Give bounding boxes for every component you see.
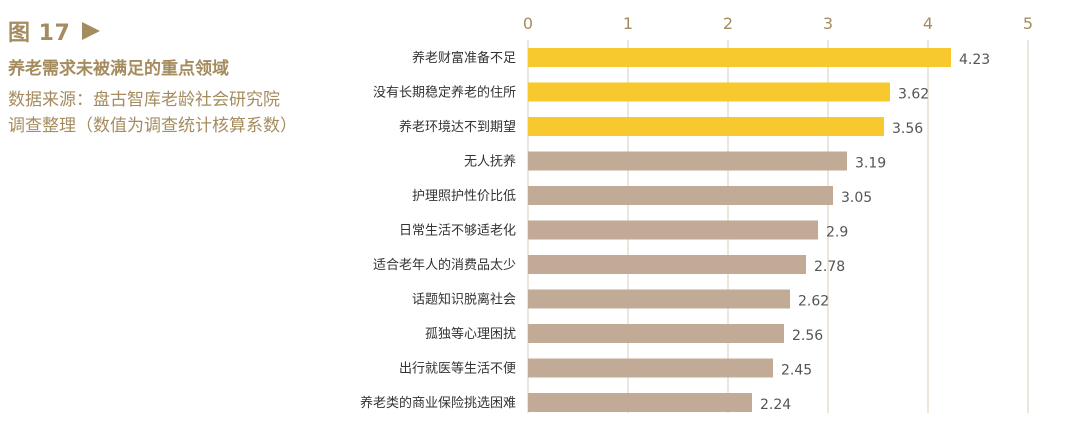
category-label: 养老环境达不到期望 bbox=[399, 119, 516, 135]
bar bbox=[528, 393, 752, 412]
value-label: 2.45 bbox=[781, 363, 812, 379]
data-source-line-1: 数据来源：盘古智库老龄社会研究院 bbox=[8, 90, 280, 110]
value-label: 3.05 bbox=[841, 190, 872, 206]
bar bbox=[528, 324, 784, 343]
x-tick-label: 5 bbox=[1023, 14, 1033, 33]
value-label: 2.62 bbox=[798, 294, 829, 310]
value-label: 2.24 bbox=[760, 397, 791, 413]
value-label: 2.9 bbox=[826, 225, 848, 241]
value-label: 3.56 bbox=[892, 121, 923, 137]
value-label: 4.23 bbox=[959, 52, 990, 68]
bar bbox=[528, 151, 847, 171]
category-label: 适合老年人的消费品太少 bbox=[373, 257, 516, 273]
category-label: 养老财富准备不足 bbox=[412, 50, 516, 66]
value-label: 2.56 bbox=[792, 328, 823, 344]
x-tick-label: 4 bbox=[923, 14, 933, 33]
figure-caption: 图 17 养老需求未被满足的重点领域 数据来源：盘古智库老龄社会研究院 调查整理… bbox=[8, 14, 338, 139]
figure-label-row: 图 17 bbox=[8, 14, 338, 48]
bar bbox=[528, 48, 951, 67]
x-tick-label: 1 bbox=[623, 14, 633, 33]
bar bbox=[528, 289, 790, 309]
bar bbox=[528, 255, 806, 274]
category-label: 日常生活不够适老化 bbox=[399, 224, 516, 239]
category-label: 护理照护性价比低 bbox=[412, 189, 516, 204]
value-label: 2.78 bbox=[814, 259, 845, 275]
category-label: 养老类的商业保险挑选困难 bbox=[360, 395, 516, 411]
x-tick-label: 2 bbox=[723, 14, 733, 33]
figure-number: 图 17 bbox=[8, 21, 71, 46]
category-label: 孤独等心理困扰 bbox=[425, 326, 516, 342]
bar bbox=[528, 117, 884, 136]
data-source: 数据来源：盘古智库老龄社会研究院 调查整理（数值为调查统计核算系数） bbox=[8, 87, 338, 139]
data-source-line-2: 调查整理（数值为调查统计核算系数） bbox=[8, 116, 297, 136]
chart-title: 养老需求未被满足的重点领域 bbox=[8, 59, 229, 79]
category-label: 话题知识脱离社会 bbox=[412, 292, 516, 308]
play-arrow-icon bbox=[82, 22, 101, 40]
x-tick-label: 3 bbox=[823, 14, 833, 33]
value-label: 3.19 bbox=[855, 156, 886, 172]
x-tick-label: 0 bbox=[523, 14, 533, 33]
bar bbox=[528, 220, 818, 240]
value-label: 3.62 bbox=[898, 87, 929, 103]
bar bbox=[528, 82, 890, 102]
bar bbox=[528, 358, 773, 378]
bar bbox=[528, 186, 833, 205]
category-label: 无人抚养 bbox=[464, 154, 516, 170]
category-label: 出行就医等生活不便 bbox=[399, 361, 516, 377]
category-label: 没有长期稳定养老的住所 bbox=[373, 85, 516, 101]
